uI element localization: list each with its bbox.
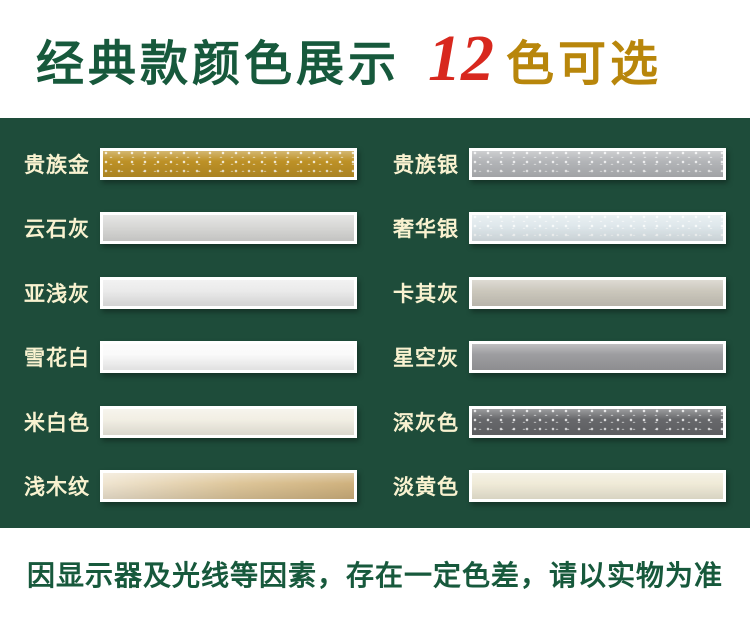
color-label: 星空灰	[393, 347, 459, 371]
color-label: 贵族银	[393, 154, 459, 177]
color-count: 12	[428, 22, 495, 95]
color-swatch	[100, 148, 357, 180]
color-swatch	[469, 341, 726, 374]
color-swatch	[469, 469, 726, 502]
color-label: 淡黄色	[393, 475, 459, 499]
color-row: 亚浅灰	[24, 276, 357, 309]
color-columns: 贵族金 云石灰 亚浅灰 雪花白 米白色	[24, 148, 726, 502]
color-label: 云石灰	[24, 218, 90, 242]
disclaimer-text: 因显示器及光线等因素，存在一定色差，请以实物为准	[26, 560, 723, 591]
color-label: 卡其灰	[393, 282, 459, 306]
color-label: 亚浅灰	[24, 282, 90, 306]
color-swatch	[100, 469, 357, 502]
color-row: 贵族金	[24, 148, 357, 180]
color-row: 奢华银	[393, 212, 726, 245]
footer: 因显示器及光线等因素，存在一定色差，请以实物为准	[0, 528, 750, 632]
color-swatch	[100, 276, 357, 309]
color-swatch	[100, 212, 357, 245]
color-label: 深灰色	[393, 411, 459, 435]
color-row: 雪花白	[24, 341, 357, 374]
color-row: 深灰色	[393, 405, 726, 438]
color-row: 云石灰	[24, 212, 357, 245]
color-label: 贵族金	[24, 154, 90, 177]
color-column-left: 贵族金 云石灰 亚浅灰 雪花白 米白色	[24, 148, 357, 502]
header: 经典款颜色展示 12 色可选	[0, 0, 750, 118]
color-swatch	[469, 148, 726, 180]
page-title: 经典款颜色展示	[36, 38, 401, 91]
color-label: 浅木纹	[24, 475, 90, 499]
color-panel: 贵族金 云石灰 亚浅灰 雪花白 米白色	[0, 118, 750, 528]
color-swatch	[100, 405, 357, 438]
color-row: 贵族银	[393, 148, 726, 180]
color-row: 浅木纹	[24, 469, 357, 502]
color-label: 雪花白	[24, 347, 90, 371]
color-column-right: 贵族银 奢华银 卡其灰 星空灰 深灰色	[393, 148, 726, 502]
color-row: 卡其灰	[393, 276, 726, 309]
color-row: 淡黄色	[393, 469, 726, 502]
color-row: 星空灰	[393, 341, 726, 374]
color-label: 米白色	[24, 411, 90, 435]
color-swatch	[469, 276, 726, 309]
color-label: 奢华银	[393, 218, 459, 242]
color-row: 米白色	[24, 405, 357, 438]
color-swatch	[469, 212, 726, 245]
color-swatch	[469, 405, 726, 438]
color-swatch	[100, 341, 357, 374]
color-count-suffix: 色可选	[506, 38, 663, 91]
